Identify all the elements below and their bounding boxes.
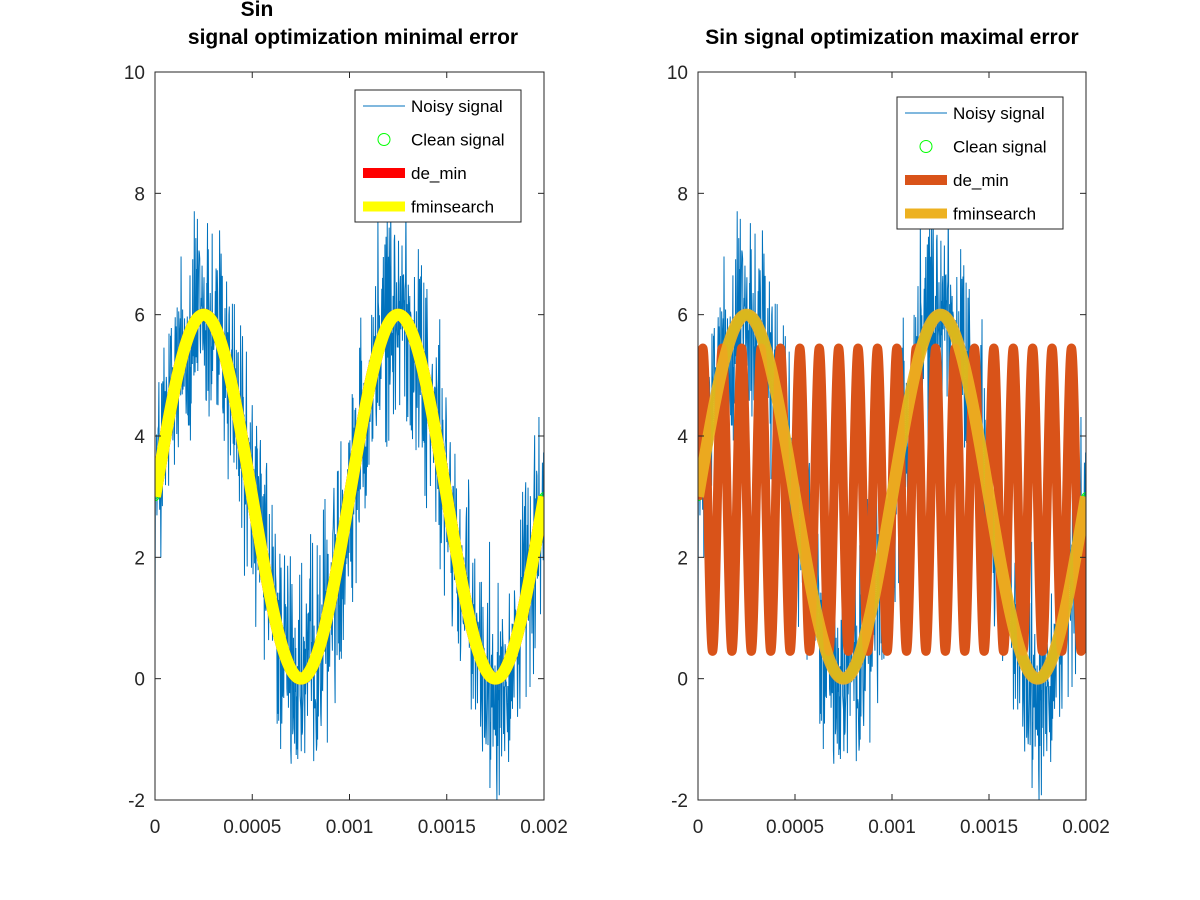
y-tick-label: 4 xyxy=(677,427,688,448)
y-tick-label: 6 xyxy=(134,306,145,327)
y-tick-label: 6 xyxy=(677,306,688,327)
legend-label: fminsearch xyxy=(411,198,494,217)
y-tick-label: 10 xyxy=(667,63,688,84)
legend-label: fminsearch xyxy=(953,205,1036,224)
x-tick-label: 0.001 xyxy=(326,817,374,838)
x-tick-label: 0 xyxy=(150,817,161,838)
chart-title-line: signal optimization minimal error xyxy=(188,26,518,49)
legend-label: Noisy signal xyxy=(953,104,1045,123)
legend-label: Noisy signal xyxy=(411,97,503,116)
legend-box xyxy=(354,89,522,223)
x-tick-label: 0.002 xyxy=(1062,817,1110,838)
x-tick-label: 0.0005 xyxy=(223,817,281,838)
y-tick-label: -2 xyxy=(128,791,145,812)
chart-1: 0 0.0005 0.001 0.0015 0.002-20246810Sinsigna… xyxy=(124,0,568,838)
plot-area xyxy=(155,198,544,800)
x-tick-label: 0.0015 xyxy=(960,817,1018,838)
legend-label: Clean signal xyxy=(411,131,505,150)
chart-title-line: Sin xyxy=(241,0,274,21)
legend-swatch xyxy=(377,133,391,146)
y-tick-label: 8 xyxy=(134,184,145,205)
y-tick-label: 2 xyxy=(134,548,145,569)
y-tick-label: 0 xyxy=(134,670,145,691)
x-tick-label: 0.0015 xyxy=(418,817,476,838)
y-tick-label: 2 xyxy=(677,548,688,569)
legend-label: Clean signal xyxy=(953,138,1047,157)
legend: Noisy signal Clean signal de_min fminsearch xyxy=(354,89,522,223)
series-fminsearch-line xyxy=(698,308,1086,685)
legend: Noisy signal Clean signal de_min fminsearch xyxy=(896,96,1064,230)
series-fminsearch-line xyxy=(155,308,544,685)
legend-label: de_min xyxy=(953,171,1009,190)
legend-swatch xyxy=(919,140,933,153)
legend-box xyxy=(896,96,1064,230)
y-tick-label: 0 xyxy=(677,670,688,691)
x-tick-label: 0.002 xyxy=(520,817,568,838)
x-tick-label: 0.0005 xyxy=(766,817,824,838)
y-tick-label: -2 xyxy=(671,791,688,812)
chart-title-line: Sin signal optimization maximal error xyxy=(705,26,1078,49)
x-tick-label: 0 xyxy=(693,817,704,838)
y-tick-label: 10 xyxy=(124,63,145,84)
legend-label: de_min xyxy=(411,164,467,183)
x-tick-label: 0.001 xyxy=(868,817,916,838)
plot-area xyxy=(698,198,1086,800)
y-tick-label: 8 xyxy=(677,184,688,205)
y-tick-label: 4 xyxy=(134,427,145,448)
